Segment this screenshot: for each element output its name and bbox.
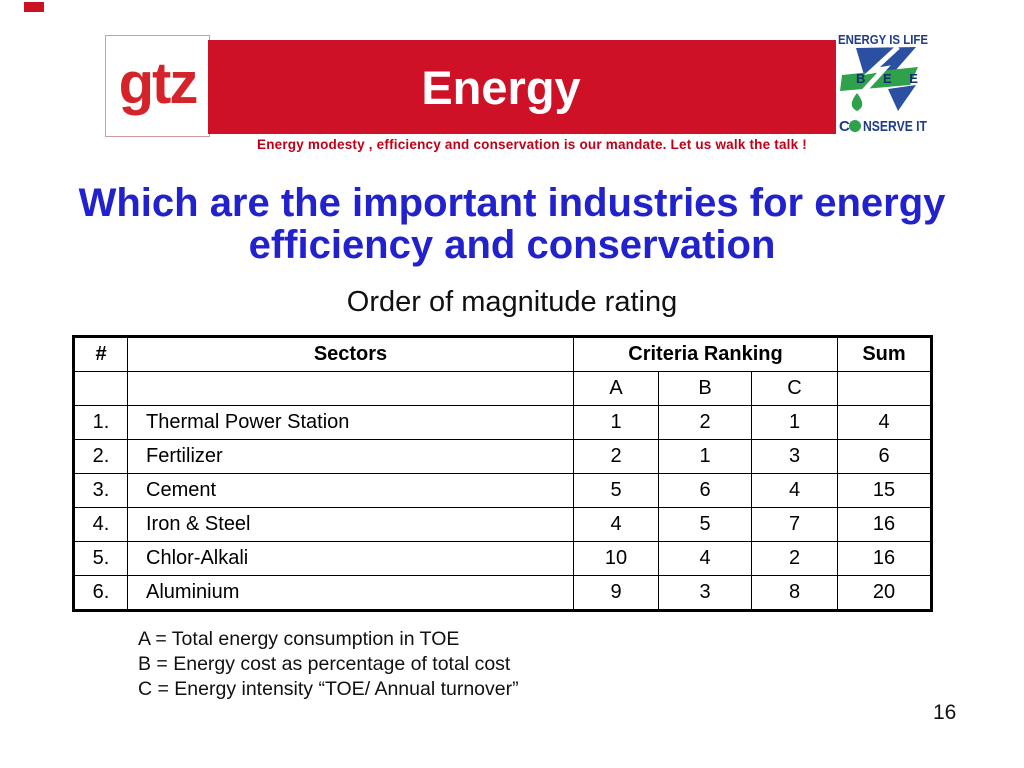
- footnote-c: C = Energy intensity “TOE/ Annual turnov…: [138, 678, 519, 700]
- row-c: 2: [751, 541, 838, 576]
- row-a: 9: [573, 575, 659, 611]
- row-b: 6: [658, 473, 752, 508]
- tagline: Energy modesty , efficiency and conserva…: [256, 137, 807, 152]
- empty-cell: [127, 371, 574, 406]
- row-c: 3: [751, 439, 838, 474]
- bee-logo: ENERGY IS LIFE B E E C NSERVE IT: [836, 31, 930, 135]
- row-a: 10: [573, 541, 659, 576]
- footnote-b: B = Energy cost as percentage of total c…: [138, 653, 511, 675]
- col-header-num: #: [73, 336, 128, 372]
- col-header-sectors: Sectors: [127, 336, 574, 372]
- row-sector: Cement: [127, 473, 574, 508]
- row-a: 2: [573, 439, 659, 474]
- row-num: 6.: [73, 575, 128, 611]
- bee-logo-icon: ENERGY IS LIFE B E E C NSERVE IT: [836, 31, 930, 135]
- table-row: 4. Iron & Steel 4 5 7 16: [73, 507, 932, 542]
- row-sum: 20: [837, 575, 932, 611]
- slide-title-line2: efficiency and conservation: [248, 223, 776, 267]
- slide-subtitle: Order of magnitude rating: [346, 286, 678, 318]
- row-sum: 15: [837, 473, 932, 508]
- row-b: 1: [658, 439, 752, 474]
- row-num: 3.: [73, 473, 128, 508]
- footnote-a: A = Total energy consumption in TOE: [138, 628, 460, 650]
- gtz-logo: gtz: [105, 35, 210, 137]
- row-b: 3: [658, 575, 752, 611]
- empty-cell: [73, 371, 128, 406]
- row-sector: Iron & Steel: [127, 507, 574, 542]
- slide-title: Which are the important industries for e…: [0, 182, 1024, 266]
- banner-title: Energy: [421, 60, 581, 114]
- ranking-table: # Sectors Criteria Ranking Sum A B C 1. …: [72, 335, 933, 612]
- row-num: 2.: [73, 439, 128, 474]
- row-num: 1.: [73, 405, 128, 440]
- tagline-row: Energy modesty , efficiency and conserva…: [0, 136, 1024, 154]
- row-a: 5: [573, 473, 659, 508]
- criteria-col-c: C: [751, 371, 838, 406]
- bee-bottom-rest: NSERVE IT: [863, 118, 927, 135]
- row-sector: Chlor-Alkali: [127, 541, 574, 576]
- row-a: 1: [573, 405, 659, 440]
- row-sector: Fertilizer: [127, 439, 574, 474]
- row-sum: 16: [837, 507, 932, 542]
- col-header-sum: Sum: [837, 336, 932, 372]
- row-b: 4: [658, 541, 752, 576]
- corner-red-mark: [24, 2, 44, 12]
- table-row: 6. Aluminium 9 3 8 20: [73, 575, 932, 611]
- table-row: 2. Fertilizer 2 1 3 6: [73, 439, 932, 474]
- row-c: 8: [751, 575, 838, 611]
- criteria-col-b: B: [658, 371, 752, 406]
- bee-letters: B E E: [856, 71, 925, 86]
- slide-title-line1: Which are the important industries for e…: [78, 181, 946, 225]
- row-c: 4: [751, 473, 838, 508]
- col-header-criteria: Criteria Ranking: [573, 336, 838, 372]
- row-c: 1: [751, 405, 838, 440]
- row-num: 5.: [73, 541, 128, 576]
- row-sum: 16: [837, 541, 932, 576]
- bee-bottom-c: C: [839, 118, 850, 135]
- table-header-row: # Sectors Criteria Ranking Sum: [73, 336, 932, 372]
- page-number: 16: [933, 701, 957, 724]
- table-row: 5. Chlor-Alkali 10 4 2 16: [73, 541, 932, 576]
- gtz-logo-text: gtz: [118, 51, 199, 116]
- row-a: 4: [573, 507, 659, 542]
- row-sum: 4: [837, 405, 932, 440]
- energy-banner: Energy: [208, 40, 838, 134]
- empty-cell: [837, 371, 932, 406]
- bee-top-text: ENERGY IS LIFE: [838, 32, 928, 47]
- row-sum: 6: [837, 439, 932, 474]
- row-b: 5: [658, 507, 752, 542]
- row-c: 7: [751, 507, 838, 542]
- table-row: 1. Thermal Power Station 1 2 1 4: [73, 405, 932, 440]
- criteria-col-a: A: [573, 371, 659, 406]
- table-row: 3. Cement 5 6 4 15: [73, 473, 932, 508]
- row-sector: Aluminium: [127, 575, 574, 611]
- footnotes: A = Total energy consumption in TOE B = …: [138, 627, 519, 702]
- row-num: 4.: [73, 507, 128, 542]
- table-subheader-row: A B C: [73, 371, 932, 406]
- row-sector: Thermal Power Station: [127, 405, 574, 440]
- row-b: 2: [658, 405, 752, 440]
